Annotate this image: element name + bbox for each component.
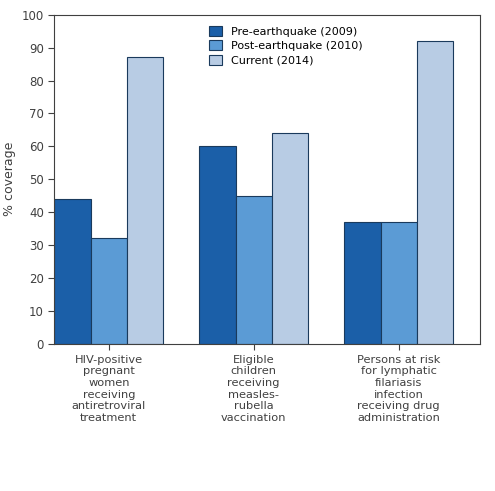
Bar [381, 222, 417, 344]
Y-axis label: % coverage: % coverage [3, 142, 16, 217]
Bar [417, 41, 453, 344]
Bar [54, 199, 91, 344]
Bar [272, 133, 308, 344]
Bar [91, 239, 127, 344]
Legend: Pre-earthquake (2009), Post-earthquake (2010), Current (2014): Pre-earthquake (2009), Post-earthquake (… [207, 24, 365, 68]
Bar [345, 222, 381, 344]
Bar [127, 57, 163, 344]
Bar [236, 196, 272, 344]
Bar [199, 146, 236, 344]
